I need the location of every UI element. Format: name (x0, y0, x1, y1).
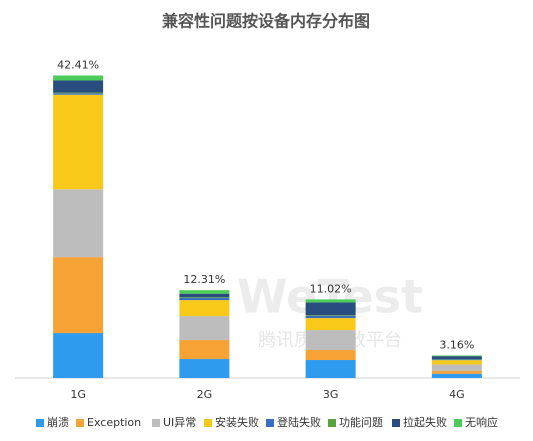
bar-segment (53, 257, 104, 334)
bar-segment (305, 315, 356, 319)
legend-label: 登陆失败 (277, 415, 321, 429)
bar-segment (431, 370, 482, 374)
bar-segment (179, 300, 230, 317)
bar-segment (179, 340, 230, 360)
x-tick-label: 1G (70, 388, 86, 401)
chart-title: 兼容性问题按设备内存分布图 (162, 12, 370, 31)
x-tick-label: 2G (197, 388, 213, 401)
total-label: 42.41% (57, 58, 99, 71)
bar-segment (179, 293, 230, 298)
x-tick-label: 4G (449, 388, 465, 401)
bar-segment (53, 80, 104, 93)
bar-segment (431, 359, 482, 361)
legend-swatch (266, 419, 274, 427)
bar-segment (179, 297, 230, 301)
bar-segment (431, 356, 482, 360)
bar-segment (53, 93, 104, 95)
bar-segment (179, 297, 230, 298)
bar-segment (179, 290, 230, 294)
total-label: 12.31% (183, 273, 225, 286)
bar-segment (53, 92, 104, 94)
bar-segment (179, 316, 230, 341)
bar-segment (305, 299, 356, 303)
total-label: 11.02% (310, 282, 352, 295)
legend-label: 安装失败 (215, 415, 259, 429)
bar-segment (53, 189, 104, 258)
bar-segment (305, 350, 356, 361)
legend-label: 无响应 (465, 415, 498, 429)
bar-segment (179, 359, 230, 378)
legend-swatch (204, 419, 212, 427)
legend-swatch (152, 419, 160, 427)
bar-segment (431, 355, 482, 357)
bar-segment (53, 94, 104, 190)
legend-swatch (454, 419, 462, 427)
bar-segment (305, 318, 356, 331)
legend-label: 崩溃 (47, 415, 69, 429)
bar-segment (53, 75, 104, 81)
legend-label: Exception (87, 416, 141, 429)
legend-swatch (328, 419, 336, 427)
legend-label: UI异常 (163, 416, 196, 429)
bar-segment (431, 364, 482, 371)
bar-segment (431, 360, 482, 365)
bar-segment (305, 330, 356, 351)
legend-label: 功能问题 (339, 415, 383, 429)
x-tick-label: 3G (323, 388, 339, 401)
total-label: 3.16% (439, 338, 474, 351)
bar-segment (53, 333, 104, 378)
bar-segment (305, 360, 356, 378)
legend-swatch (76, 419, 84, 427)
bar-segment (305, 315, 356, 316)
legend-swatch (36, 419, 44, 427)
bar-segment (305, 302, 356, 316)
legend-swatch (392, 419, 400, 427)
legend-label: 拉起失败 (403, 415, 447, 429)
bar-segment (431, 373, 482, 378)
